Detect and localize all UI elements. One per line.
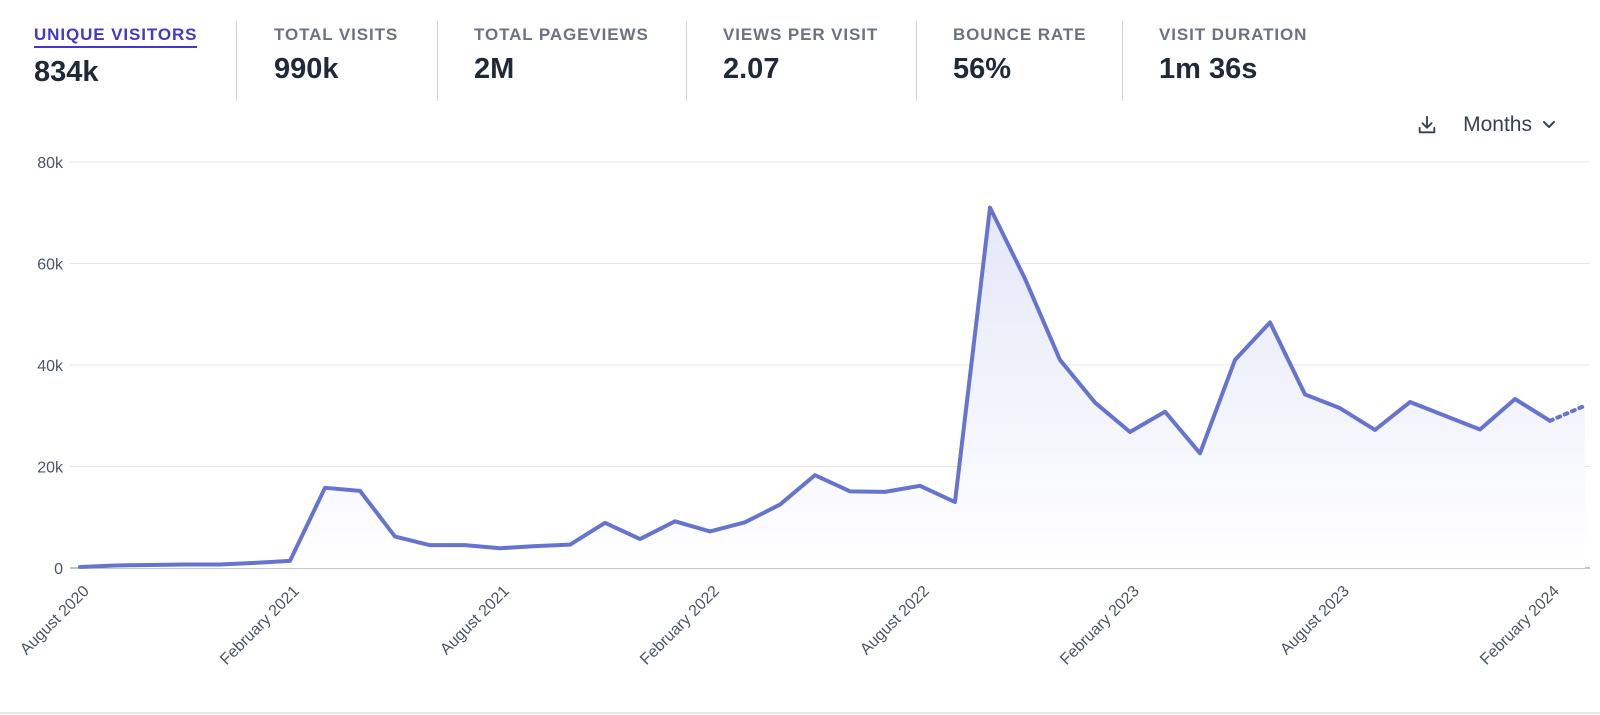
metric-divider <box>236 21 237 101</box>
x-tick-label: February 2023 <box>1057 583 1143 669</box>
data-point[interactable] <box>739 516 751 528</box>
metric-divider <box>686 21 687 101</box>
data-point[interactable] <box>1369 424 1381 436</box>
series-line <box>78 205 1552 569</box>
panel-bottom-border <box>0 712 1600 714</box>
data-point[interactable] <box>284 555 296 567</box>
data-point[interactable] <box>1089 397 1101 409</box>
x-tick-label: February 2022 <box>637 583 723 669</box>
metric-divider <box>1122 21 1123 101</box>
data-point[interactable] <box>249 557 261 569</box>
metric-value: 1m 36s <box>1159 53 1258 85</box>
metric-label: BOUNCE RATE <box>953 25 1087 44</box>
y-tick-label: 80k <box>37 155 64 172</box>
data-point[interactable] <box>389 531 401 543</box>
data-point[interactable] <box>1474 423 1486 435</box>
data-point[interactable] <box>599 517 611 529</box>
chevron-down-icon <box>1542 120 1556 130</box>
data-point[interactable] <box>1124 426 1136 438</box>
data-point[interactable] <box>214 558 226 570</box>
data-point[interactable] <box>179 558 191 570</box>
metric-value: 990k <box>274 53 339 85</box>
chart-controls: Months <box>1413 108 1556 142</box>
metric-label: TOTAL VISITS <box>274 25 399 44</box>
data-point[interactable] <box>1544 415 1556 427</box>
metric-value: 56% <box>953 53 1012 85</box>
data-point[interactable] <box>494 542 506 554</box>
metric-divider <box>437 21 438 101</box>
metric-label: UNIQUE VISITORS <box>34 25 198 48</box>
x-axis: August 2020 February 2021 August 2021 Febru… <box>17 583 1563 669</box>
data-point[interactable] <box>1299 388 1311 400</box>
data-point[interactable] <box>1579 400 1591 412</box>
data-point[interactable] <box>984 202 996 214</box>
x-tick-label: August 2020 <box>17 583 93 659</box>
interval-label: Months <box>1463 113 1532 136</box>
metric-bounce-rate[interactable]: BOUNCE RATE 56% <box>953 21 1086 100</box>
data-point[interactable] <box>879 486 891 498</box>
chart-line-layer <box>74 202 1591 573</box>
data-point[interactable] <box>949 496 961 508</box>
metric-divider <box>916 21 917 101</box>
data-point[interactable] <box>424 539 436 551</box>
data-point[interactable] <box>844 485 856 497</box>
data-point[interactable] <box>74 561 86 573</box>
data-point[interactable] <box>634 533 646 545</box>
interval-select[interactable]: Months <box>1463 113 1556 137</box>
data-point[interactable] <box>529 540 541 552</box>
metric-visit-duration[interactable]: VISIT DURATION 1m 36s <box>1159 21 1307 100</box>
metric-value: 834k <box>34 56 99 88</box>
y-tick-label: 0 <box>54 561 63 578</box>
download-button[interactable] <box>1413 111 1441 139</box>
y-tick-label: 40k <box>37 358 64 375</box>
chart-area-layer <box>80 207 1585 569</box>
y-tick-label: 20k <box>37 460 64 477</box>
download-icon <box>1418 115 1436 134</box>
metric-total-visits[interactable]: TOTAL VISITS 990k <box>274 21 398 100</box>
series-line-projected <box>1548 403 1587 423</box>
data-point[interactable] <box>1509 393 1521 405</box>
metrics-bar: UNIQUE VISITORS 834k TOTAL VISITS 990k T… <box>0 0 1600 101</box>
data-point[interactable] <box>144 559 156 571</box>
data-point[interactable] <box>704 525 716 537</box>
series-area <box>80 207 1585 569</box>
data-point[interactable] <box>459 539 471 551</box>
data-point[interactable] <box>1439 410 1451 422</box>
data-point[interactable] <box>1229 354 1241 366</box>
data-point[interactable] <box>774 499 786 511</box>
data-point[interactable] <box>1404 396 1416 408</box>
metric-value: 2M <box>474 53 515 85</box>
metric-value: 2.07 <box>723 53 780 85</box>
data-point[interactable] <box>669 515 681 527</box>
x-tick-label: February 2024 <box>1477 583 1563 669</box>
metric-unique-visitors[interactable]: UNIQUE VISITORS 834k <box>34 21 198 100</box>
metric-views-per-visit[interactable]: VIEWS PER VISIT 2.07 <box>723 21 878 100</box>
metric-label: VIEWS PER VISIT <box>723 25 879 44</box>
x-tick-label: August 2021 <box>437 583 513 659</box>
data-point[interactable] <box>1264 316 1276 328</box>
data-point[interactable] <box>319 482 331 494</box>
data-point[interactable] <box>1194 447 1206 459</box>
y-axis: 0 20k 40k 60k 80k <box>37 155 64 578</box>
data-point[interactable] <box>109 559 121 571</box>
data-point[interactable] <box>809 469 821 481</box>
data-point[interactable] <box>1019 273 1031 285</box>
data-point[interactable] <box>914 480 926 492</box>
x-tick-label: August 2022 <box>857 583 933 659</box>
y-tick-label: 60k <box>37 257 64 274</box>
metric-label: TOTAL PAGEVIEWS <box>474 25 649 44</box>
x-tick-label: August 2023 <box>1277 583 1353 659</box>
data-point[interactable] <box>1054 354 1066 366</box>
data-point[interactable] <box>1334 402 1346 414</box>
data-point[interactable] <box>1159 406 1171 418</box>
metric-total-pageviews[interactable]: TOTAL PAGEVIEWS 2M <box>474 21 649 100</box>
metric-label: VISIT DURATION <box>1159 25 1308 44</box>
x-tick-label: February 2021 <box>217 583 303 669</box>
data-point[interactable] <box>564 539 576 551</box>
data-point[interactable] <box>354 485 366 497</box>
